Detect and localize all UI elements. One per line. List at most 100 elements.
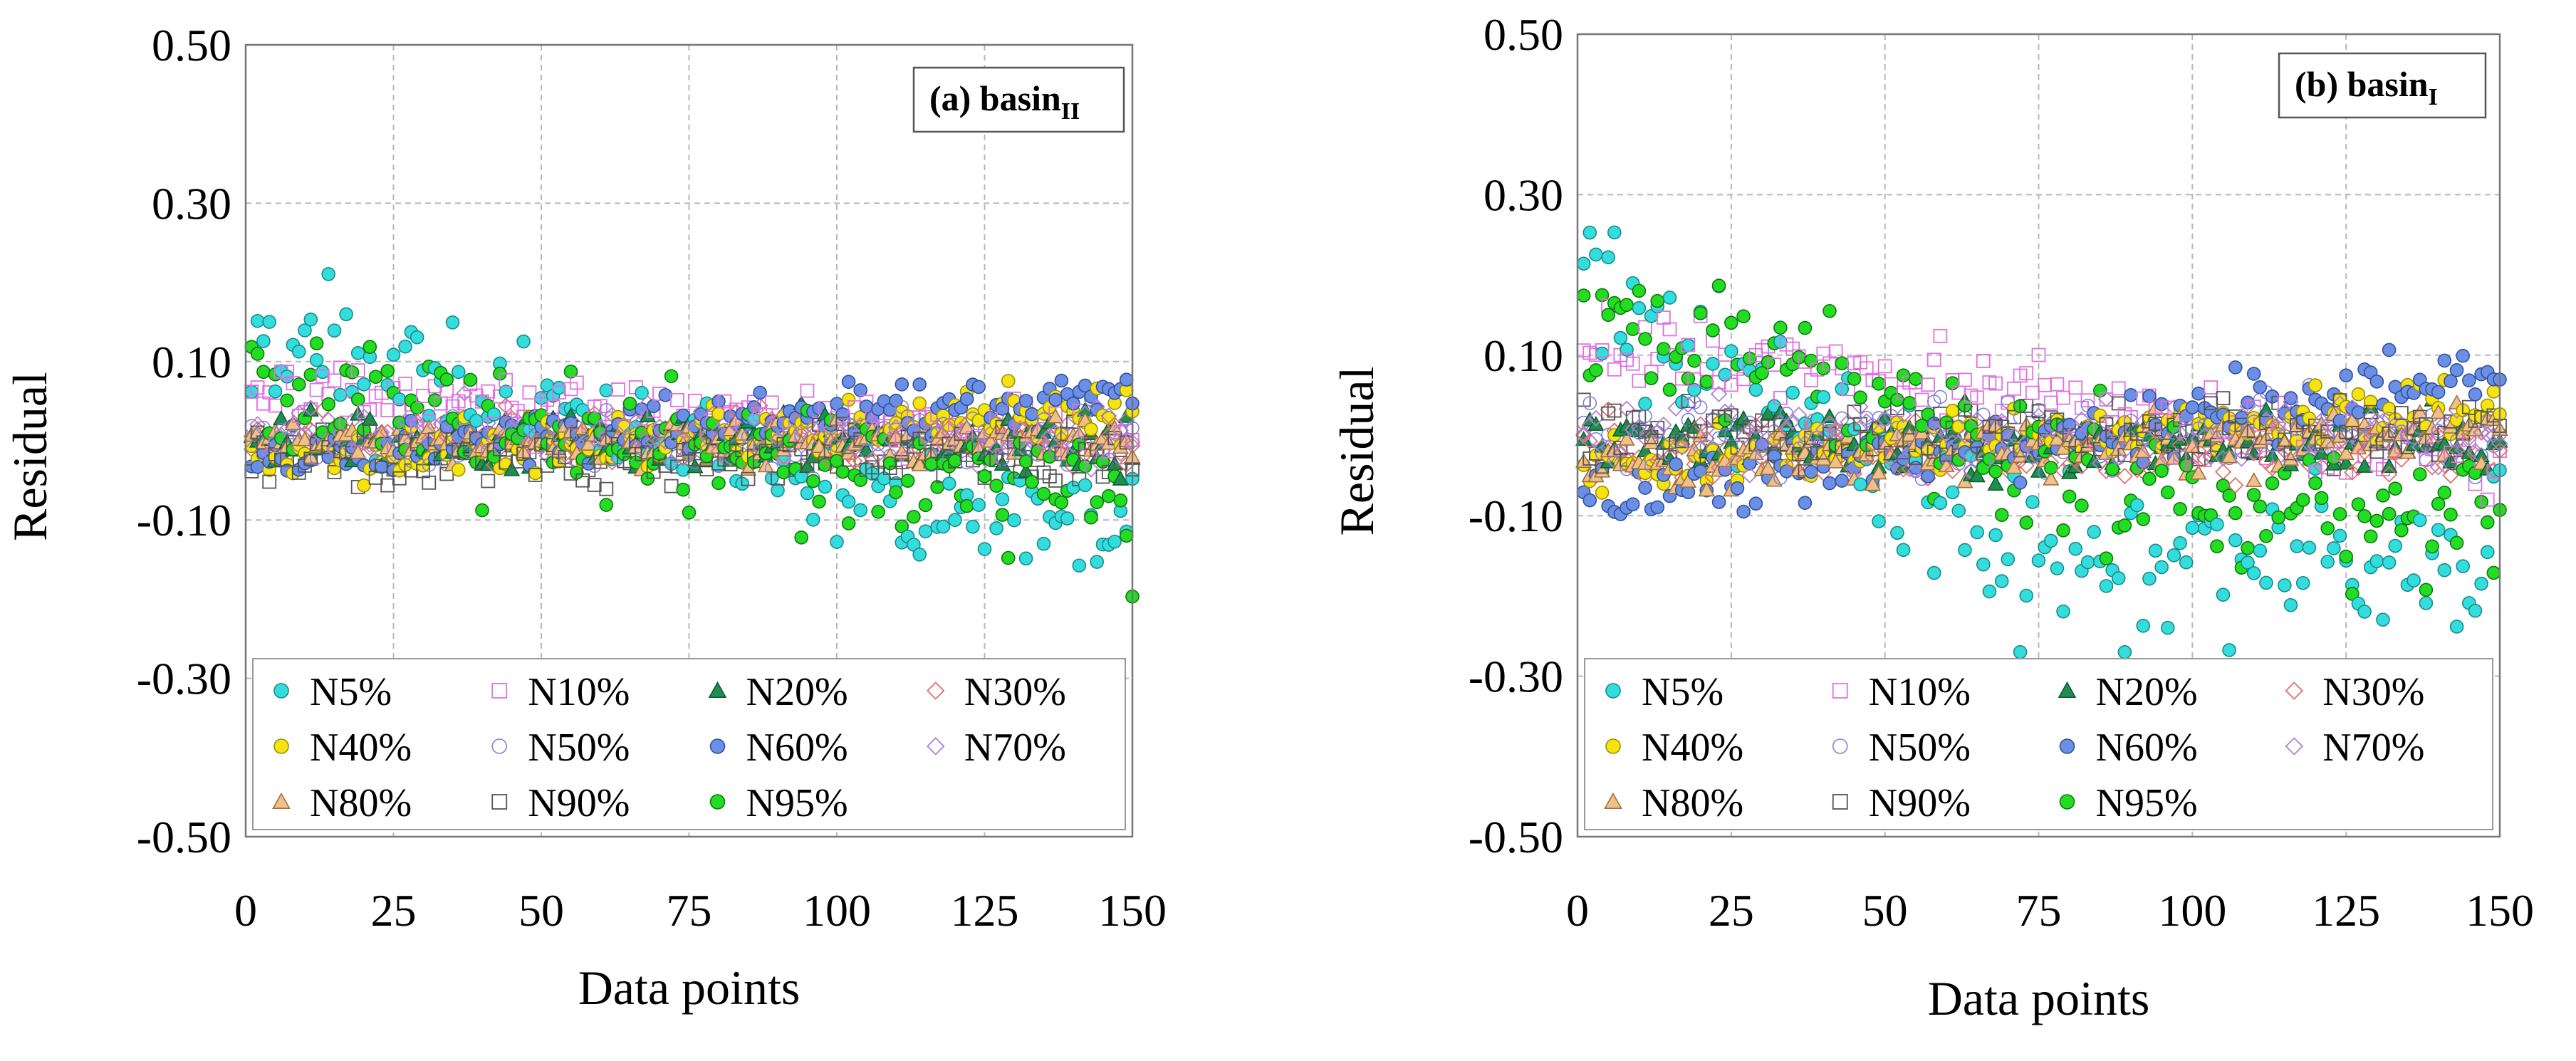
data-point-n5pct — [1620, 343, 1634, 357]
x-tick-label: 100 — [2158, 885, 2226, 936]
plot-frame — [1576, 33, 2501, 838]
data-point-n10pct — [1632, 373, 1647, 388]
data-point-n95pct — [309, 336, 324, 350]
data-point-n90pct — [327, 465, 342, 479]
data-point-n70pct — [1753, 442, 1771, 459]
data-point-n95pct — [871, 504, 885, 519]
data-point-n95pct — [711, 476, 726, 491]
data-point-n5pct — [2302, 540, 2317, 555]
data-point-n60pct — [1638, 481, 1652, 495]
data-point-n5pct — [912, 548, 927, 562]
data-point-n95pct — [2105, 462, 2119, 476]
data-point-n80pct — [1691, 427, 1709, 443]
y-tick-label: -0.30 — [1469, 652, 1563, 702]
legend-label: N90% — [1869, 781, 1971, 825]
data-point-n5pct — [771, 483, 785, 498]
data-point-n70pct — [2430, 459, 2447, 476]
y-tick-label: 0.10 — [1483, 330, 1563, 381]
data-point-n95pct — [2437, 485, 2452, 500]
data-point-n95pct — [2295, 493, 2310, 507]
y-tick-label: 0.10 — [152, 337, 231, 387]
data-point-n60pct — [2013, 475, 2028, 490]
data-point-n95pct — [2075, 498, 2089, 513]
legend-label: N70% — [2322, 726, 2424, 770]
x-tick-label: 25 — [371, 885, 417, 936]
data-point-n80pct — [1698, 481, 1716, 497]
data-point-n80pct — [911, 456, 928, 471]
data-point-n5pct — [2136, 618, 2151, 633]
data-point-n5pct — [2117, 644, 2132, 659]
data-point-n40pct — [2308, 378, 2322, 392]
data-point-n90pct — [422, 475, 437, 490]
x-tick-label: 100 — [803, 885, 871, 936]
data-point-n95pct — [2394, 523, 2409, 538]
data-point-n95pct — [2136, 512, 2151, 526]
data-point-n95pct — [439, 372, 454, 387]
data-point-n90pct — [741, 471, 756, 486]
data-point-n60pct — [853, 383, 867, 397]
data-point-n5pct — [841, 494, 856, 509]
data-point-n95pct — [918, 498, 933, 513]
data-point-n90pct — [481, 474, 496, 488]
data-point-n80pct — [1618, 430, 1635, 446]
data-point-n70pct — [1710, 385, 1728, 402]
data-point-n5pct — [2241, 555, 2255, 570]
data-point-n80pct — [296, 431, 313, 446]
legend-box — [252, 658, 1126, 830]
legend-marker-n60pct — [709, 738, 726, 754]
data-point-n80pct — [1759, 459, 1777, 476]
data-point-n90pct — [1681, 394, 1696, 408]
y-tick-label: -0.30 — [137, 654, 231, 704]
data-point-n95pct — [256, 365, 271, 379]
data-point-n70pct — [1679, 396, 1697, 414]
data-point-n70pct — [2171, 424, 2189, 441]
data-point-n5pct — [1582, 225, 1597, 240]
data-point-n60pct — [2431, 385, 2446, 399]
legend-marker-n50pct — [1832, 738, 1848, 754]
data-point-n20pct — [1587, 415, 1605, 432]
data-point-n5pct — [1090, 555, 1104, 569]
data-point-n95pct — [1625, 322, 1640, 336]
y-tick-label: 0.30 — [152, 178, 231, 229]
data-point-n5pct — [977, 542, 992, 556]
data-point-n70pct — [2479, 426, 2496, 443]
data-point-n5pct — [2129, 498, 2144, 513]
data-point-n20pct — [1759, 405, 1777, 421]
data-point-n95pct — [1036, 486, 1051, 501]
data-point-n30pct — [2196, 451, 2213, 468]
legend-label: N20% — [746, 670, 848, 714]
data-point-n10pct — [1988, 376, 2003, 391]
data-point-n5pct — [357, 377, 371, 392]
data-point-n5pct — [2013, 644, 2028, 659]
data-point-n5pct — [516, 334, 531, 349]
legend-box — [1584, 658, 2493, 830]
data-point-n60pct — [1730, 481, 1745, 496]
data-point-n30pct — [2227, 476, 2244, 494]
data-point-n95pct — [1644, 371, 1659, 385]
y-tick-label: -0.10 — [1469, 491, 1563, 541]
data-point-n10pct — [350, 363, 365, 377]
legend-label: N50% — [528, 726, 630, 770]
data-point-n5pct — [1007, 513, 1021, 528]
data-point-n20pct — [2380, 458, 2398, 474]
legend-marker-n10pct — [491, 683, 508, 699]
data-point-n95pct — [1823, 303, 1837, 318]
data-point-n5pct — [2228, 533, 2243, 548]
data-point-n60pct — [1582, 493, 1597, 508]
data-point-n60pct — [895, 377, 909, 392]
data-point-n5pct — [966, 519, 980, 534]
data-point-n30pct — [1894, 461, 1912, 478]
data-point-n5pct — [635, 385, 649, 400]
x-tick-label: 50 — [518, 885, 564, 936]
data-point-n95pct — [1054, 495, 1069, 510]
data-point-n5pct — [398, 339, 412, 354]
data-point-n95pct — [303, 367, 318, 382]
data-point-n5pct — [2253, 543, 2268, 558]
data-point-n60pct — [2382, 343, 2397, 357]
data-point-n5pct — [2259, 575, 2273, 590]
data-point-n5pct — [469, 414, 484, 428]
legend-label: N10% — [1869, 670, 1971, 714]
data-point-n10pct — [499, 372, 513, 387]
data-point-n95pct — [2062, 489, 2077, 504]
data-point-n95pct — [977, 469, 992, 484]
